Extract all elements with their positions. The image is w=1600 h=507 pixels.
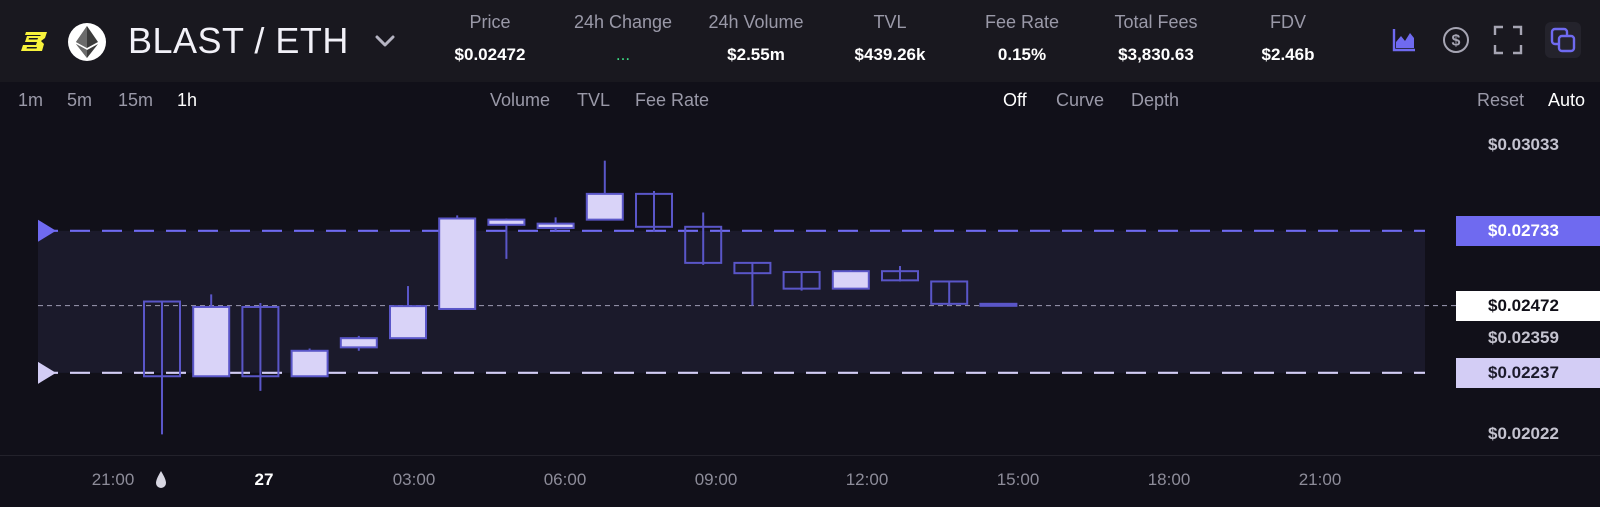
candle-body bbox=[487, 218, 526, 226]
price-label-lower: $0.02237 bbox=[1456, 357, 1600, 388]
mode-depth[interactable]: Depth bbox=[1131, 90, 1180, 110]
candle-body bbox=[290, 349, 329, 378]
candle-body bbox=[585, 192, 624, 221]
stat-label: Price bbox=[469, 12, 511, 32]
candle-body bbox=[979, 302, 1018, 307]
pair-header: BLAST / ETH Price $0.02472 24h Change ..… bbox=[0, 0, 1600, 82]
stat-tvl: TVL $439.26k bbox=[830, 12, 950, 65]
stat-label: Total Fees bbox=[1114, 12, 1198, 32]
price-label-current: $0.02472 bbox=[1456, 290, 1600, 321]
candle-body bbox=[389, 305, 427, 340]
stat-value: $0.02472 bbox=[454, 45, 526, 64]
candle-body bbox=[635, 192, 673, 228]
stat-value: $3,830.63 bbox=[1118, 45, 1194, 64]
mode-curve[interactable]: Curve bbox=[1056, 90, 1105, 110]
auto-button[interactable]: Auto bbox=[1548, 90, 1586, 110]
interval-15m[interactable]: 15m bbox=[118, 90, 154, 110]
candle-body bbox=[438, 217, 477, 310]
stat-value: $439.26k bbox=[854, 45, 926, 64]
copy-icon[interactable] bbox=[1545, 22, 1581, 58]
candle-body bbox=[536, 222, 575, 229]
price-chart[interactable]: $0.03033 $0.02733 $0.02472 $0.02359 $0.02237… bbox=[0, 120, 1600, 455]
time-label: 21:00 bbox=[1298, 470, 1342, 489]
stat-price: Price $0.02472 bbox=[430, 12, 550, 65]
interval-5m[interactable]: 5m bbox=[67, 90, 93, 110]
stat-label: TVL bbox=[873, 12, 907, 32]
stat-total-fees: Total Fees $3,830.63 bbox=[1096, 12, 1216, 65]
area-chart-icon[interactable] bbox=[1386, 22, 1422, 58]
interval-1m[interactable]: 1m bbox=[18, 90, 44, 110]
candle-body bbox=[143, 300, 181, 378]
time-label: 27 bbox=[254, 470, 274, 489]
stat-value: $2.55m bbox=[727, 45, 785, 64]
time-label: 06:00 bbox=[543, 470, 587, 489]
stat-value: 0.15% bbox=[997, 45, 1047, 64]
candle-body bbox=[930, 280, 969, 305]
price-label-tick: $0.02359 bbox=[1488, 327, 1559, 347]
svg-text:$: $ bbox=[1452, 33, 1461, 50]
stat-24h-change: 24h Change ... bbox=[563, 12, 683, 65]
dollar-circle-icon[interactable]: $ bbox=[1438, 22, 1474, 58]
liquidity-range-band bbox=[38, 230, 1425, 373]
stat-fee-rate: Fee Rate 0.15% bbox=[962, 12, 1082, 65]
stat-label: 24h Volume bbox=[708, 12, 804, 32]
candlestick-chart[interactable] bbox=[0, 120, 1600, 455]
mode-off[interactable]: Off bbox=[1003, 90, 1027, 110]
time-label: 12:00 bbox=[845, 470, 889, 489]
drop-marker-icon bbox=[156, 471, 166, 488]
ethereum-logo-icon bbox=[68, 23, 106, 61]
candle-body bbox=[192, 305, 231, 378]
time-label: 09:00 bbox=[694, 470, 738, 489]
lower-range-handle bbox=[38, 361, 56, 384]
candle-body bbox=[831, 270, 870, 290]
price-label-tick: $0.03033 bbox=[1488, 134, 1559, 154]
fullscreen-icon[interactable] bbox=[1490, 22, 1526, 58]
stat-label: 24h Change bbox=[573, 12, 673, 32]
price-label-upper: $0.02733 bbox=[1456, 215, 1600, 246]
stat-24h-volume: 24h Volume $2.55m bbox=[696, 12, 816, 65]
chevron-down-icon[interactable] bbox=[372, 28, 398, 54]
overlay-fee-rate[interactable]: Fee Rate bbox=[635, 90, 710, 110]
candle-body bbox=[782, 271, 821, 290]
time-label: 15:00 bbox=[996, 470, 1040, 489]
stat-value: ... bbox=[615, 45, 631, 64]
candle-body bbox=[339, 337, 378, 349]
pair-title[interactable]: BLAST / ETH bbox=[128, 20, 349, 61]
overlay-tvl[interactable]: TVL bbox=[577, 90, 611, 110]
candle-body bbox=[881, 270, 919, 282]
candle-body bbox=[241, 305, 280, 378]
stat-label: FDV bbox=[1270, 12, 1306, 32]
upper-range-handle bbox=[38, 219, 56, 242]
time-axis: 21:00 27 03:00 06:00 09:00 12:00 15:00 1… bbox=[0, 455, 1600, 507]
stat-fdv: FDV $2.46b bbox=[1228, 12, 1348, 65]
candle-body bbox=[733, 261, 772, 275]
stat-value: $2.46b bbox=[1261, 45, 1315, 64]
time-label: 03:00 bbox=[392, 470, 436, 489]
reset-button[interactable]: Reset bbox=[1477, 90, 1525, 110]
time-label: 21:00 bbox=[91, 470, 135, 489]
price-label-tick: $0.02022 bbox=[1488, 424, 1559, 444]
blast-logo-icon bbox=[21, 32, 47, 51]
time-label: 18:00 bbox=[1147, 470, 1191, 489]
interval-1h[interactable]: 1h bbox=[177, 90, 198, 110]
stat-label: Fee Rate bbox=[984, 12, 1060, 32]
candle-body bbox=[684, 225, 723, 264]
overlay-volume[interactable]: Volume bbox=[490, 90, 551, 110]
